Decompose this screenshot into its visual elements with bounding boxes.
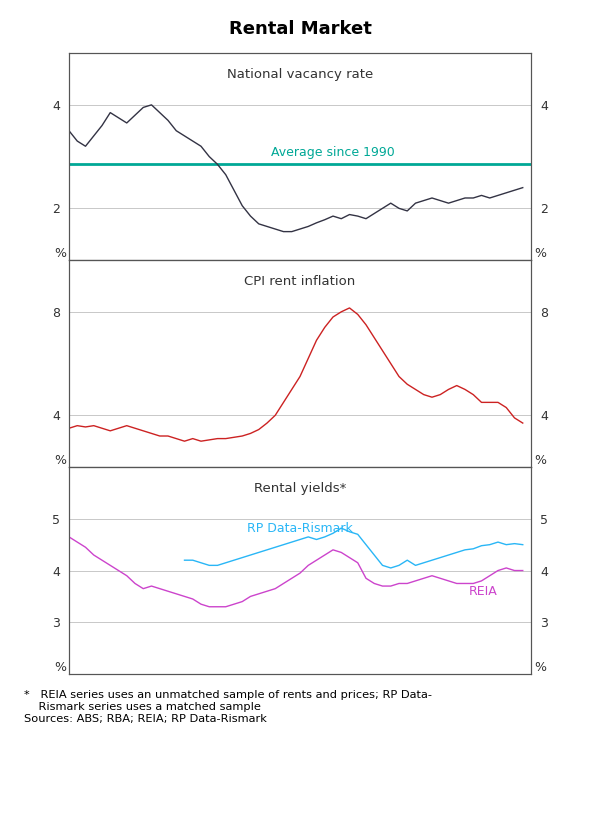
Text: %: % (534, 454, 546, 467)
Text: REIA: REIA (469, 585, 497, 598)
Text: National vacancy rate: National vacancy rate (227, 68, 373, 81)
Text: %: % (54, 661, 66, 674)
Text: RP Data-Rismark: RP Data-Rismark (247, 522, 353, 535)
Text: Rental Market: Rental Market (229, 20, 371, 38)
Text: CPI rent inflation: CPI rent inflation (244, 275, 356, 288)
Text: %: % (54, 454, 66, 467)
Text: %: % (534, 247, 546, 260)
Text: Average since 1990: Average since 1990 (271, 146, 395, 159)
Text: *   REIA series uses an unmatched sample of rents and prices; RP Data-
    Risma: * REIA series uses an unmatched sample o… (24, 690, 432, 724)
Text: Rental yields*: Rental yields* (254, 481, 346, 494)
Text: %: % (534, 661, 546, 674)
Text: %: % (54, 247, 66, 260)
